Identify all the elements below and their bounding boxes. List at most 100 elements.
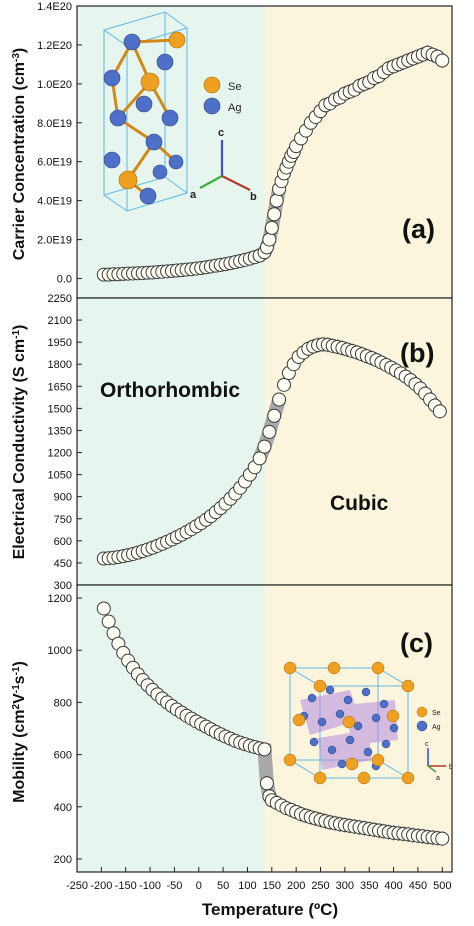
crystal-structure-inset-c: Se Ag c a b — [283, 661, 453, 785]
y-tick-label: 0.0 — [57, 274, 72, 286]
data-point — [264, 220, 279, 235]
y-tick-label: 800 — [54, 697, 72, 709]
y-tick-label: 1950 — [48, 337, 72, 349]
data-markers — [96, 336, 447, 566]
y-tick-label: 1.2E20 — [37, 40, 72, 52]
cubic-annotation: Cubic — [330, 492, 389, 515]
x-tick-label: -200 — [90, 880, 112, 892]
y-tick-label: 1.4E20 — [37, 1, 72, 13]
se-legend-dot — [416, 706, 428, 718]
data-point — [257, 439, 272, 454]
crystal-structure-inset-a: Se Ag c a b — [102, 11, 257, 212]
data-point — [259, 776, 274, 791]
y-axis-ticks: 200 400 600 800 1000 1200 — [48, 593, 82, 866]
y-tick-label: 200 — [54, 854, 72, 866]
orthorhombic-region — [77, 6, 265, 298]
data-point — [435, 831, 450, 846]
y-tick-label: 2100 — [48, 315, 72, 327]
panel-a: 0.0 2.0E19 4.0E19 6.0E19 8.0E19 1.0E20 1.2E20 1… — [11, 1, 453, 299]
y-tick-label: 1500 — [48, 403, 72, 415]
y-tick-label: 2250 — [48, 293, 72, 305]
y-tick-label: 1800 — [48, 359, 72, 371]
panel-c: 200 400 600 800 1000 1200 (c) Mobility (cm2V-… — [11, 584, 453, 873]
x-tick-label: 400 — [384, 880, 402, 892]
orthorhombic-region — [77, 585, 265, 872]
y-tick-label: 900 — [54, 492, 72, 504]
x-tick-label: 50 — [217, 880, 229, 892]
y-tick-label: 600 — [54, 536, 72, 548]
axis-c-label: c — [218, 127, 224, 139]
axis-b-label: b — [449, 764, 453, 771]
ag-legend-dot — [203, 97, 221, 115]
y-tick-label: 6.0E19 — [37, 157, 72, 169]
x-tick-label: -100 — [139, 880, 161, 892]
ag-legend-dot — [416, 720, 428, 732]
panel-b: 300 450 600 750 900 1050 1200 1350 1500 1650 1800 1… — [11, 293, 453, 592]
axis-a-label: a — [190, 189, 197, 201]
y-tick-label: 1000 — [48, 645, 72, 657]
data-point — [267, 207, 282, 222]
y-axis-title: Carrier Concentration (cm-3) — [11, 48, 29, 261]
data-point — [101, 614, 116, 629]
data-point — [262, 232, 277, 247]
x-tick-label: 150 — [263, 880, 281, 892]
axis-triad-icon — [199, 140, 251, 191]
data-point — [96, 601, 111, 616]
data-point — [252, 451, 267, 466]
data-point — [432, 404, 447, 419]
x-tick-label: 0 — [196, 880, 202, 892]
x-tick-label: 350 — [360, 880, 378, 892]
axis-triad-icon — [427, 748, 446, 773]
axis-a-label: a — [436, 775, 440, 782]
x-tick-label: 200 — [287, 880, 305, 892]
se-legend-label: Se — [228, 81, 241, 93]
data-point — [276, 377, 291, 392]
y-tick-label: 450 — [54, 558, 72, 570]
x-tick-label: 450 — [409, 880, 427, 892]
x-tick-label: 500 — [433, 880, 451, 892]
x-tick-label: -150 — [115, 880, 137, 892]
x-tick-label: 250 — [311, 880, 329, 892]
data-point — [267, 408, 282, 423]
y-tick-label: 400 — [54, 802, 72, 814]
data-markers — [96, 601, 450, 847]
x-tick-label: 300 — [336, 880, 354, 892]
y-axis-ticks: 300 450 600 750 900 1050 1200 1350 1500 1650 1800 1… — [48, 293, 82, 592]
y-tick-label: 1.0E20 — [37, 79, 72, 91]
y-tick-label: 1200 — [48, 448, 72, 460]
data-point — [272, 392, 287, 407]
y-tick-label: 2.0E19 — [37, 235, 72, 247]
data-point — [269, 193, 284, 208]
x-axis-ticks: -250 -200 -150 -100 -50 0 50 100 150 200 250 300 350… — [66, 867, 451, 892]
y-tick-label: 1650 — [48, 381, 72, 393]
ag-legend-label: Ag — [228, 102, 241, 114]
y-tick-label: 300 — [54, 580, 72, 592]
y-axis-title: Mobility (cm2V-1s-1) — [11, 661, 29, 803]
y-tick-label: 1350 — [48, 425, 72, 437]
y-tick-label: 4.0E19 — [37, 196, 72, 208]
x-tick-label: -250 — [66, 880, 88, 892]
se-legend-dot — [203, 76, 221, 94]
data-point — [257, 742, 272, 757]
se-legend-label: Se — [432, 710, 441, 717]
y-tick-label: 1200 — [48, 593, 72, 605]
y-axis-title: Electrical Conductivity (S cm-1) — [11, 325, 29, 560]
ag-legend-label: Ag — [432, 724, 441, 731]
x-tick-label: -50 — [166, 880, 182, 892]
y-tick-label: 8.0E19 — [37, 118, 72, 130]
y-tick-label: 600 — [54, 750, 72, 762]
plot-frame — [76, 584, 453, 873]
data-point — [435, 53, 450, 68]
x-tick-label: 100 — [238, 880, 256, 892]
panel-label: (a) — [402, 214, 435, 244]
y-tick-label: 1050 — [48, 470, 72, 482]
data-point — [262, 424, 277, 439]
y-axis-ticks: 0.0 2.0E19 4.0E19 6.0E19 8.0E19 1.0E20 1.2E20 1… — [37, 1, 82, 286]
panel-label: (b) — [400, 338, 434, 368]
axis-b-label: b — [250, 191, 257, 203]
y-tick-label: 750 — [54, 514, 72, 526]
data-markers — [96, 45, 450, 282]
orthorhombic-annotation: Orthorhombic — [100, 379, 240, 402]
axis-c-label: c — [425, 741, 429, 748]
